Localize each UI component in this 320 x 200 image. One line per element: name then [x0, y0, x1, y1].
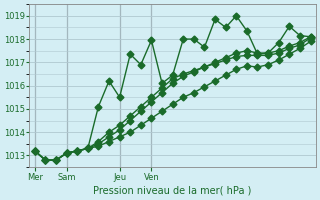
- X-axis label: Pression niveau de la mer( hPa ): Pression niveau de la mer( hPa ): [93, 186, 252, 196]
